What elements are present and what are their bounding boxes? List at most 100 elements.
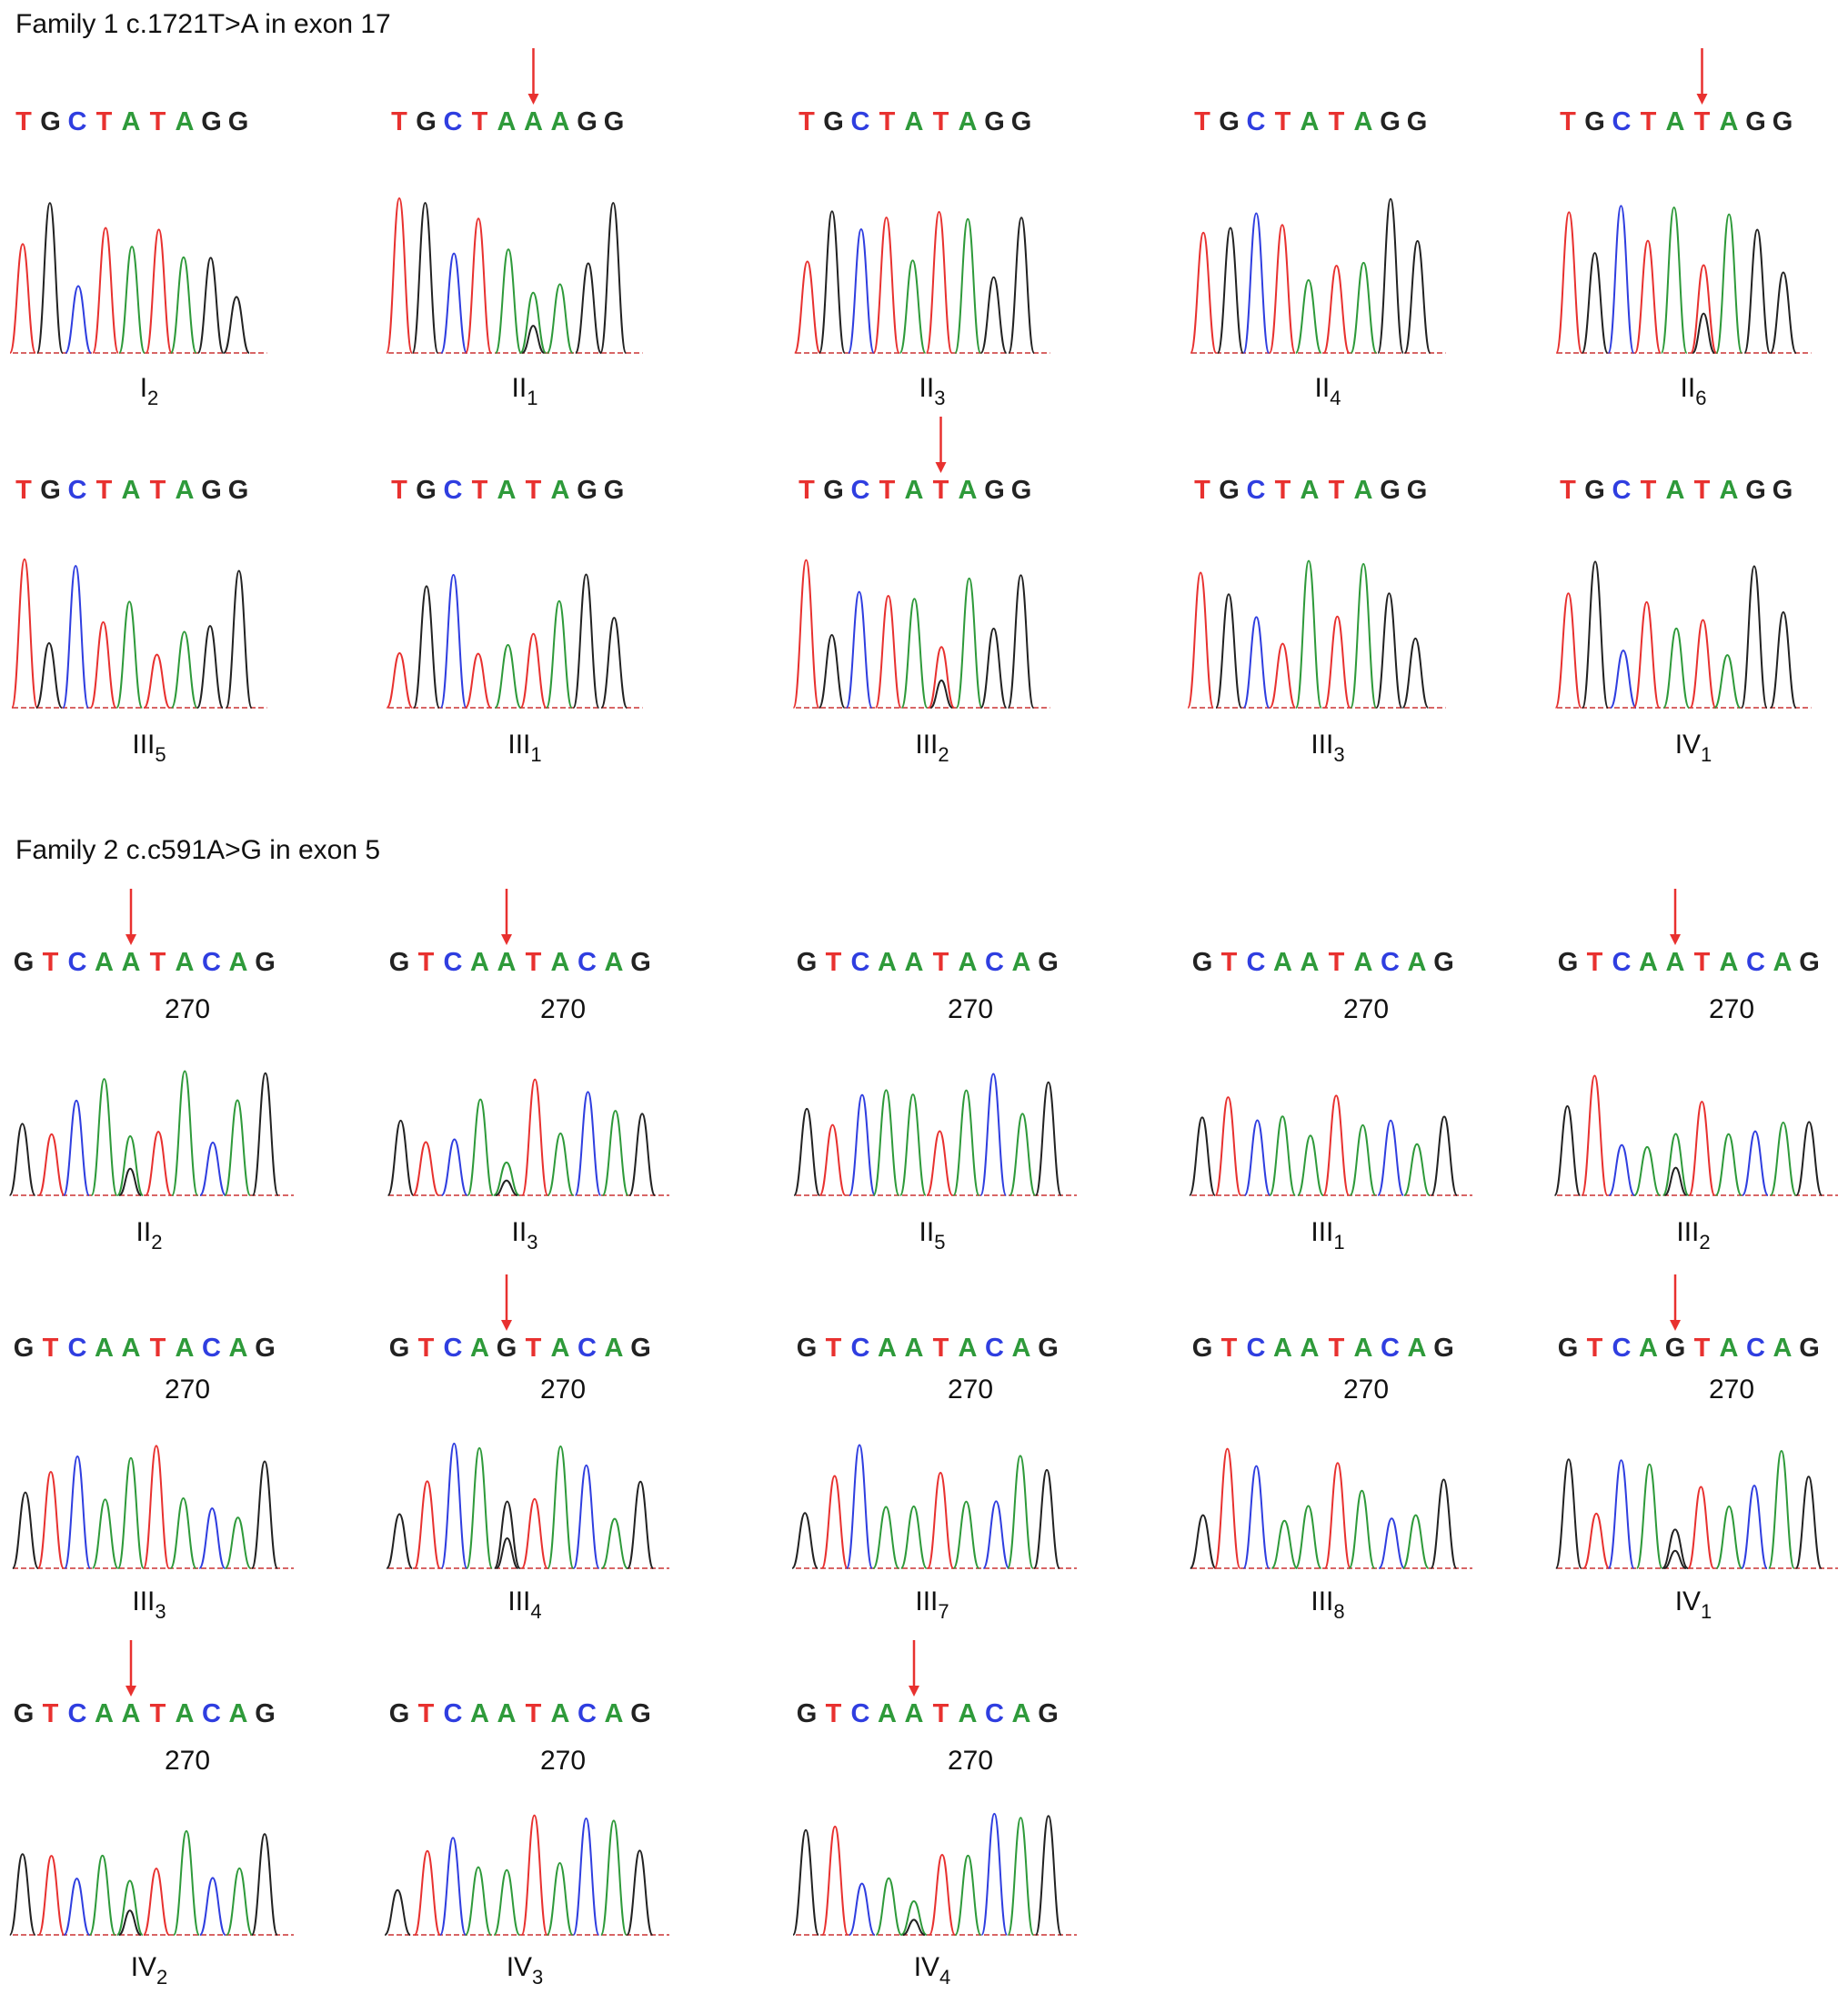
- trace-peak: [955, 577, 983, 709]
- trace-peak: [493, 1161, 520, 1196]
- trace-peak: [899, 1505, 928, 1569]
- trace-peak: [1213, 1447, 1241, 1569]
- base-call: T: [1329, 476, 1345, 505]
- trace-peak: [1323, 615, 1351, 709]
- base-call: T: [43, 1334, 59, 1363]
- sample-label-sub: 3: [934, 387, 945, 409]
- sample-label: II1: [512, 373, 538, 409]
- sample-label-sub: 5: [155, 743, 166, 766]
- sample-label-sub: 1: [1333, 1231, 1344, 1254]
- trace-peak: [8, 1853, 36, 1936]
- trace-peak: [819, 1123, 847, 1196]
- sample-label-sub: 4: [1330, 387, 1341, 409]
- trace-peak: [601, 1110, 629, 1196]
- trace-peak: [1795, 1121, 1823, 1196]
- base-call: A: [905, 1334, 924, 1363]
- base-call: G: [40, 107, 61, 136]
- mutation-arrowhead: [527, 94, 539, 105]
- base-call: G: [984, 476, 1005, 505]
- base-call: G: [577, 107, 598, 136]
- sample-label-main: III: [1311, 730, 1333, 760]
- sample-label-sub: 1: [527, 387, 537, 409]
- trace-peak: [142, 1868, 170, 1936]
- trace-peak: [1794, 1475, 1823, 1569]
- trace-peak: [1581, 252, 1609, 354]
- base-call: G: [1584, 476, 1605, 505]
- trace-peak: [387, 1119, 415, 1196]
- trace-peak: [413, 1849, 441, 1936]
- trace-peak: [1294, 278, 1322, 354]
- trace-peak: [1554, 1458, 1582, 1569]
- trace-peak: [169, 256, 197, 354]
- base-call: G: [1038, 1699, 1059, 1728]
- base-call: A: [551, 1334, 570, 1363]
- sample-label-main: III: [507, 1586, 530, 1616]
- sample-label-sub: 3: [1333, 743, 1344, 766]
- trace-peak: [170, 630, 198, 709]
- trace-peak: [198, 1507, 226, 1569]
- base-call: C: [1612, 1334, 1632, 1363]
- sample-label-sub: 2: [938, 743, 949, 766]
- sample-label: IV2: [131, 1952, 168, 1989]
- base-position: 270: [540, 994, 586, 1024]
- mutation-arrowhead: [909, 1686, 919, 1697]
- trace-peak: [1348, 1489, 1376, 1569]
- sample-label: II3: [512, 1217, 538, 1254]
- base-call: G: [389, 948, 410, 977]
- base-call: G: [1407, 107, 1428, 136]
- sample-label-sub: 1: [530, 743, 541, 766]
- trace-peak: [982, 1500, 1010, 1569]
- trace-peak: [1350, 261, 1378, 354]
- base-call: G: [1799, 1334, 1820, 1363]
- trace-peak: [224, 1099, 252, 1196]
- base-call: A: [1301, 476, 1320, 505]
- sample-label-sub: 1: [1701, 743, 1712, 766]
- trace-peak: [169, 1496, 197, 1569]
- trace-peak: [1553, 1104, 1582, 1196]
- base-call: G: [630, 1699, 651, 1728]
- trace-peak: [386, 1513, 414, 1569]
- trace-peak: [600, 617, 628, 709]
- trace-peak: [1688, 1101, 1716, 1196]
- base-call: C: [444, 1334, 463, 1363]
- base-call: T: [43, 1699, 59, 1728]
- sample-label: III1: [1311, 1217, 1344, 1254]
- trace-peak: [1401, 1514, 1430, 1569]
- base-call: C: [202, 1334, 221, 1363]
- sample-label-sub: 5: [934, 1231, 945, 1254]
- base-call: A: [176, 1334, 195, 1363]
- trace-peak: [1007, 1817, 1035, 1936]
- trace-peak: [1190, 231, 1218, 354]
- trace-peak: [521, 1078, 549, 1196]
- base-call: G: [577, 476, 598, 505]
- trace-peak: [493, 1500, 521, 1569]
- trace-peak: [1769, 610, 1797, 709]
- sample-label-main: II: [919, 373, 935, 403]
- base-call: T: [826, 1699, 842, 1728]
- trace-peak: [875, 1877, 903, 1936]
- base-call: T: [150, 1334, 166, 1363]
- trace-peak: [928, 646, 956, 709]
- base-call: C: [1381, 1334, 1400, 1363]
- trace-peak: [465, 217, 493, 354]
- family-title: Family 2 c.c591A>G in exon 5: [15, 835, 380, 865]
- trace-peak: [439, 1837, 467, 1936]
- trace-peak: [1008, 217, 1036, 354]
- trace-peak: [1715, 1505, 1743, 1569]
- trace-peak: [1633, 1145, 1662, 1196]
- base-call: A: [176, 948, 195, 977]
- base-call: G: [823, 476, 844, 505]
- sample-label: III3: [1311, 730, 1344, 766]
- trace-peak: [63, 1099, 90, 1196]
- base-call: T: [1275, 107, 1291, 136]
- sample-label: III1: [507, 730, 541, 766]
- base-call: T: [15, 476, 32, 505]
- base-call: T: [1221, 948, 1238, 977]
- base-call: A: [959, 1699, 978, 1728]
- trace-peak: [440, 1138, 468, 1196]
